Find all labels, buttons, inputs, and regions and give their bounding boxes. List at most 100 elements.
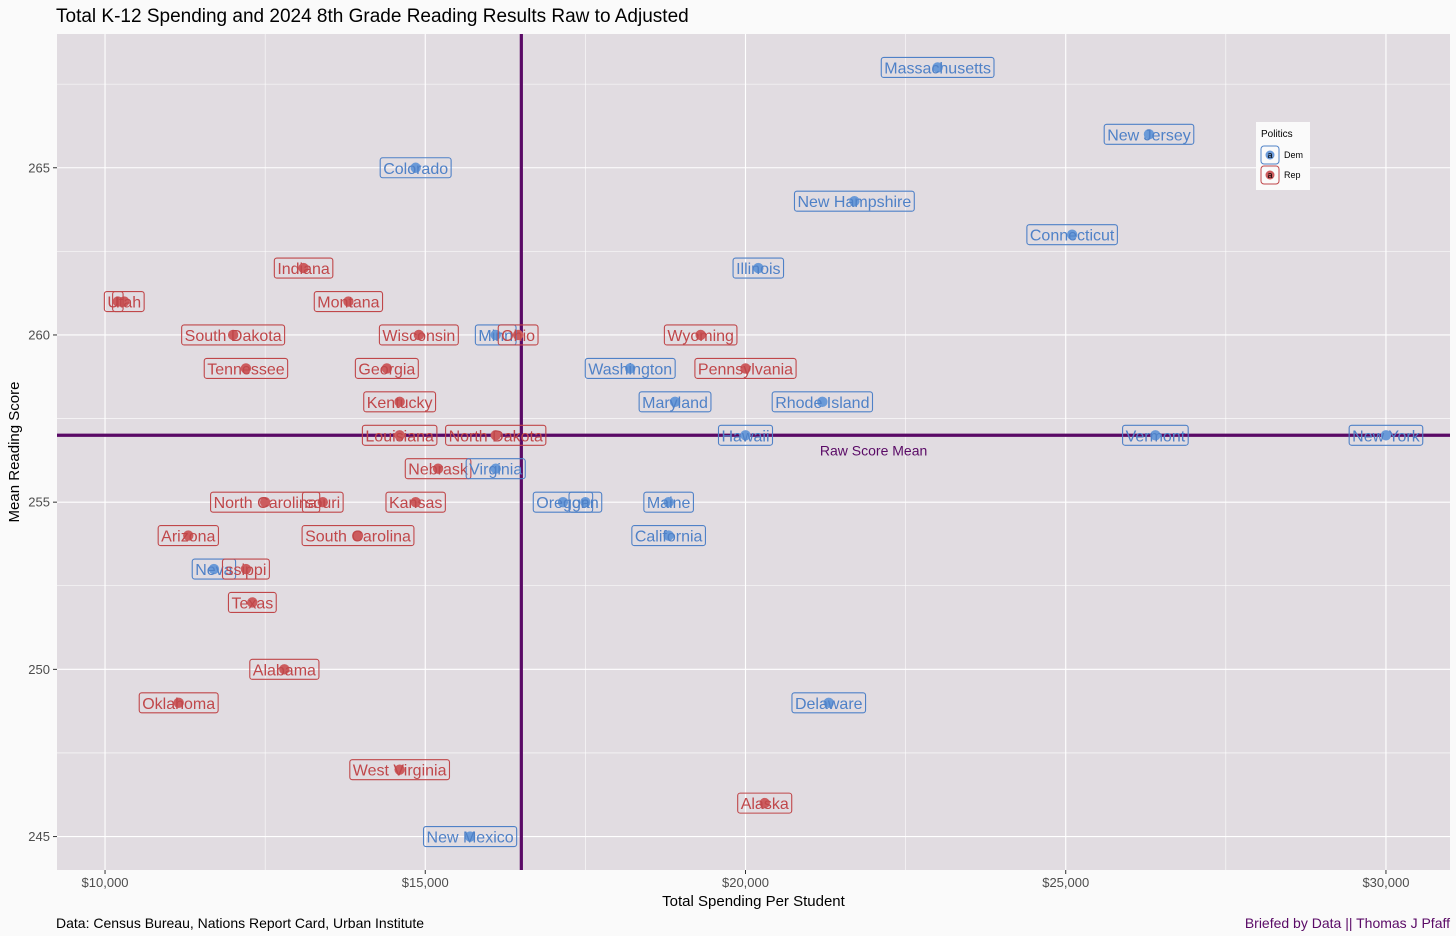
label-box [385, 491, 446, 513]
label-wyoming: Wyoming [663, 324, 738, 346]
state-label-text: gan [572, 495, 599, 512]
label-minnesota: Minn [474, 324, 517, 346]
label-box [793, 190, 915, 212]
label-new-york: New York [1348, 424, 1424, 446]
label-box [694, 357, 797, 379]
state-label-text: West Virginia [353, 763, 447, 780]
label-mississippi: ssippi [221, 558, 270, 580]
point-hawaii [740, 430, 751, 441]
point-north-dakota [490, 430, 501, 441]
label-indiana: Indiana [273, 257, 334, 279]
point-connecticut [1066, 229, 1078, 240]
label-maine: Maine [643, 491, 694, 513]
caption-source: Data: Census Bureau, Nations Report Card… [56, 915, 424, 931]
x-tick-label: $30,000 [1362, 875, 1409, 890]
plot-panel [57, 34, 1450, 870]
point-washington [625, 363, 636, 374]
label-louisiana: Louisiana [361, 424, 438, 446]
point-maine [663, 496, 674, 508]
state-label-text: Kansas [389, 495, 442, 512]
state-label-text: Maine [647, 495, 691, 512]
label-box [404, 458, 472, 480]
label-box [568, 491, 603, 513]
state-label-text: Alaska [741, 796, 789, 813]
label-box [643, 491, 694, 513]
point-nebraska [432, 463, 444, 474]
y-tick-label: 245 [28, 829, 50, 844]
state-label-text: Utah [107, 295, 141, 312]
label-box [378, 324, 459, 346]
point-kentucky [394, 396, 405, 408]
label-vermont: Vermont [1122, 424, 1189, 446]
label-oregon: Oregon [532, 491, 594, 513]
legend-key-box [1260, 145, 1280, 165]
legend-background [1256, 122, 1310, 190]
label-washington: Washington [584, 357, 676, 379]
state-label-text: New York [1352, 428, 1421, 445]
state-label-text: Georgia [358, 361, 415, 378]
state-label-text: Texas [231, 595, 273, 612]
state-label-text: North Carolina [214, 495, 317, 512]
label-box [584, 357, 676, 379]
point-massachusetts [932, 62, 943, 73]
point-utah [119, 296, 130, 307]
point-california [663, 530, 674, 541]
label-box [880, 56, 995, 78]
state-label-text: Hawaii [721, 428, 769, 445]
state-label-text: Kentucky [367, 395, 433, 412]
label-box [631, 525, 706, 547]
label-south-dakota: South Dakota [181, 324, 286, 346]
label-box [363, 391, 437, 413]
legend: Politics a Dem a Rep [1256, 122, 1310, 190]
y-tick-label: 255 [28, 495, 50, 510]
y-axis-title: Mean Reading Score [6, 382, 23, 523]
state-label-text: New Hampshire [797, 194, 911, 211]
label-alaska: Alaska [737, 792, 793, 814]
legend-entries: a Dem a Rep [1260, 145, 1303, 185]
label-box [103, 290, 145, 313]
label-north-dakota: North Dakota [445, 424, 547, 446]
point-new-jersey [1143, 129, 1155, 140]
caption-author: Briefed by Data || Thomas J Pfaff [1245, 915, 1450, 931]
point-nevada [208, 563, 220, 575]
label-oklahoma: Oklahoma [138, 692, 219, 714]
state-label-text: Colorado [383, 161, 448, 178]
label-box [157, 525, 219, 547]
label-alabama: Alabama [249, 658, 320, 680]
label-box [313, 290, 384, 313]
x-axis-title: Total Spending Per Student [662, 893, 845, 910]
raw-score-mean-label: Raw Score Mean [820, 442, 927, 458]
label-box [273, 257, 334, 279]
legend-entry-label: Rep [1284, 170, 1301, 180]
label-kentucky: Kentucky [363, 391, 437, 413]
label-box [203, 357, 289, 379]
y-tick-label: 265 [28, 160, 50, 175]
label-box [1348, 424, 1424, 446]
point-georgia [381, 363, 393, 374]
label-missouri: souri [301, 491, 344, 513]
legend-entry-dem: a Dem [1260, 145, 1303, 165]
label-box [349, 759, 451, 781]
label-box [717, 424, 774, 446]
state-label-text: Wyoming [667, 328, 734, 345]
label-box [221, 558, 270, 580]
label-ohio: Ohio [497, 324, 539, 346]
state-label-text: Louisiana [365, 428, 434, 445]
label-montana: Montana [313, 290, 384, 313]
point-michigan [580, 496, 591, 508]
label-box [771, 391, 874, 413]
label-box [138, 692, 219, 714]
state-label-text: Minn [478, 328, 513, 345]
label-box [532, 491, 594, 513]
state-label-text: Illinois [736, 261, 780, 278]
label-box [361, 424, 438, 446]
state-label-text: Alabama [253, 662, 316, 679]
label-connecticut: Connecticut [1026, 224, 1118, 246]
point-oklahoma [173, 697, 184, 708]
state-labels: Massachusetts New Jersey Colorado New Hamps… [103, 56, 1424, 848]
label-nebraska: Nebrask [404, 458, 472, 480]
label-kansas: Kansas [385, 491, 446, 513]
x-tick-label: $25,000 [1042, 875, 1089, 890]
state-label-text: Neva [195, 562, 232, 579]
